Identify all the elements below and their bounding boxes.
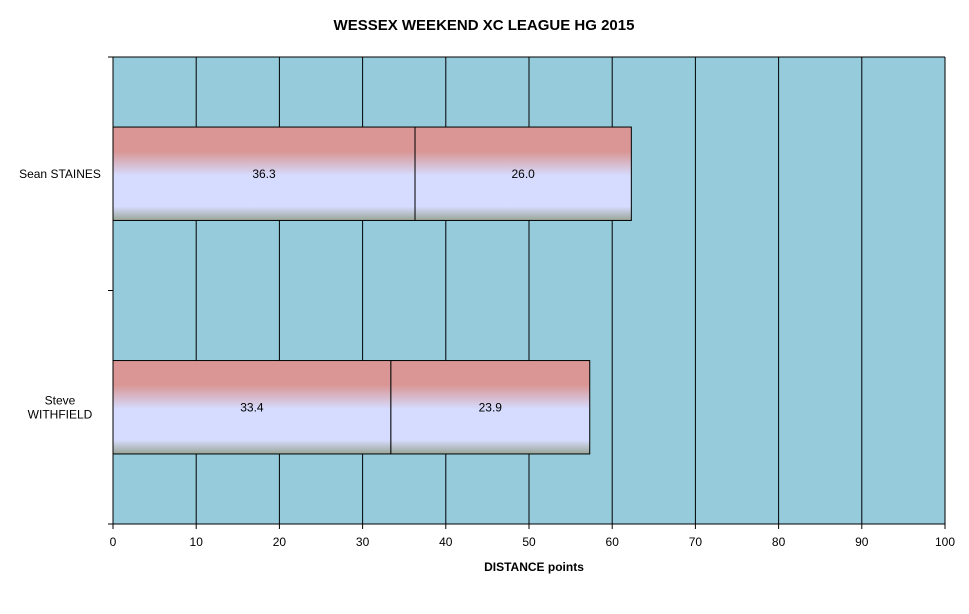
bar-segment-1-1	[390, 360, 591, 455]
data-label-0-0: 36.3	[252, 167, 276, 181]
x-tick-label-40: 40	[439, 535, 453, 549]
bars: 36.3 26.0 33.4 23.9	[112, 126, 632, 455]
bar-segment-1-0	[112, 360, 392, 455]
x-tick-label-80: 80	[772, 535, 786, 549]
category-label-line: WITHFIELD	[28, 407, 93, 421]
x-tick-label-10: 10	[190, 535, 204, 549]
data-label-0-1: 26.0	[511, 167, 535, 181]
category-label-line: Sean STAINES	[19, 167, 101, 181]
axes	[108, 56, 946, 529]
category-label-1: Steve WITHFIELD	[28, 393, 93, 421]
x-tick-label-60: 60	[606, 535, 620, 549]
x-tick-label-0: 0	[110, 535, 117, 549]
category-label-line: Steve	[45, 393, 76, 407]
x-tick-labels: 0 10 20 30 40 50 60 70 80 90 100	[110, 535, 956, 549]
data-label-1-1: 23.9	[479, 400, 503, 414]
x-axis-title: DISTANCE points	[484, 560, 584, 574]
x-tick-label-100: 100	[935, 535, 955, 549]
data-label-1-0: 33.4	[240, 400, 264, 414]
x-tick-label-20: 20	[273, 535, 287, 549]
category-label-0: Sean STAINES	[19, 167, 101, 181]
x-tick-label-50: 50	[522, 535, 536, 549]
category-labels: Sean STAINES Steve WITHFIELD	[19, 167, 101, 422]
chart-title: WESSEX WEEKEND XC LEAGUE HG 2015	[334, 17, 635, 34]
x-tick-label-30: 30	[356, 535, 370, 549]
x-tick-label-90: 90	[855, 535, 869, 549]
x-tick-label-70: 70	[689, 535, 703, 549]
bar-segment-0-1	[414, 126, 632, 221]
